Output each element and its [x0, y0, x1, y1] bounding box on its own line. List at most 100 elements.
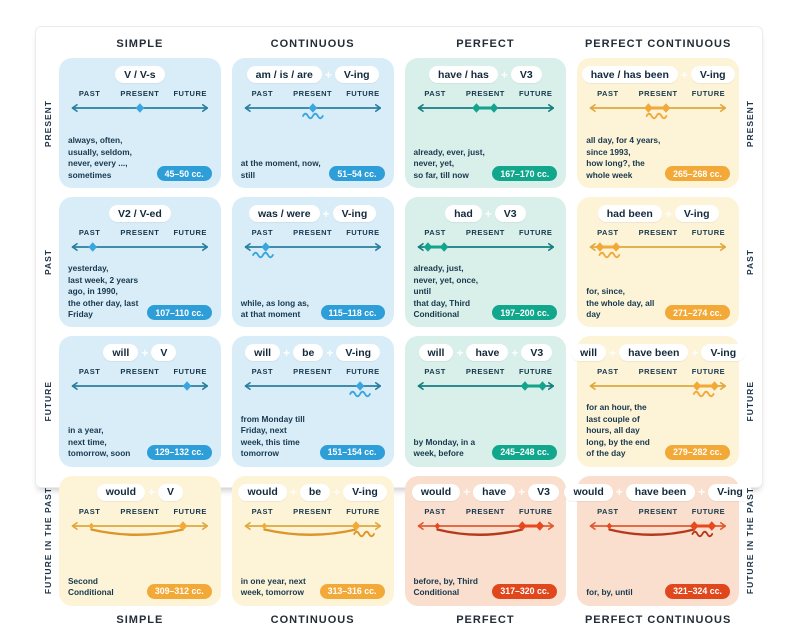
timeline-diagram — [244, 520, 381, 537]
formula: am / is / are + V-ing — [241, 66, 385, 83]
formula-pill: was / were — [249, 205, 320, 223]
timeline-diagram — [417, 520, 554, 536]
arrow-left-icon — [244, 382, 251, 391]
diamond-marker — [182, 381, 192, 392]
usage-examples: in one year, next week, tomorrow — [240, 575, 306, 598]
card-future-simple: will + V PAST PRESENT FUTURE in a year, next t… — [59, 336, 221, 467]
row-labels-left: PRESENT PAST FUTURE FUTURE IN THE PAST — [39, 58, 57, 606]
timeline-diagram — [589, 520, 727, 537]
formula-pill: would — [96, 483, 146, 501]
formula-pill: V3 — [528, 483, 559, 501]
row-label-right-present: PRESENT — [745, 99, 755, 147]
timeline-diagram — [417, 103, 554, 113]
formula-pill: will — [103, 344, 139, 362]
column-headers-top: SIMPLE CONTINUOUS PERFECT PERFECT CONTINUOU… — [59, 32, 739, 56]
diamond-marker — [471, 103, 481, 113]
plus-separator: + — [148, 485, 156, 500]
formula-pill: V — [151, 344, 177, 362]
card-footer: in a year, next time, tomorrow, soon 129–… — [68, 425, 212, 460]
arrow-left-icon — [71, 103, 78, 113]
timeline-label-present: PRESENT — [293, 506, 333, 516]
card-past-simple: V2 / V-ed PAST PRESENT FUTURE yesterday, las… — [59, 197, 221, 328]
formula-pill: V2 / V-ed — [108, 205, 171, 223]
arrow-left-icon — [71, 243, 78, 252]
formula: V / V-s — [68, 66, 212, 83]
plus-separator: + — [518, 485, 526, 500]
timeline-label-future: FUTURE — [691, 506, 726, 516]
card-footer: all day, for 4 years, since 1993, how lo… — [586, 135, 730, 182]
card-footer: Second Conditional 309–312 cc. — [68, 576, 212, 599]
plus-separator: + — [141, 345, 149, 360]
card-present-perfect-continuous: have / has been + V-ing PAST PRESENT FUTURE al… — [577, 58, 739, 189]
formula: had been + V-ing — [586, 205, 730, 223]
wavy-line — [598, 251, 621, 259]
usage-examples: already, just, never, yet, once, until t… — [413, 263, 479, 319]
wavy-line — [301, 112, 324, 120]
timeline-axis: PAST PRESENT FUTURE — [241, 507, 385, 517]
column-headers-bottom: SIMPLE CONTINUOUS PERFECT PERFECT CONTINUOU… — [59, 608, 739, 632]
usage-examples: by Monday, in a week, before — [413, 436, 476, 459]
formula-pill: have / has — [429, 66, 498, 83]
timeline-label-past: PAST — [424, 89, 446, 98]
timeline-diagram — [589, 242, 727, 259]
plus-separator: + — [324, 67, 332, 82]
timeline-label-past: PAST — [251, 228, 274, 238]
formula-pill: have — [466, 344, 509, 362]
timeline-diagram — [244, 242, 381, 259]
card-footer: for an hour, the last couple of hours, a… — [586, 402, 730, 460]
timeline-axis: PAST PRESENT FUTURE — [414, 89, 558, 99]
formula-pill: would — [411, 483, 461, 501]
diamond-marker — [612, 242, 621, 252]
column-header-top-perfect: PERFECT — [456, 38, 515, 50]
card-number-badge: 107–110 cc. — [147, 305, 212, 321]
card-number-badge: 309–312 cc. — [146, 583, 212, 599]
arrow-right-icon — [374, 382, 381, 391]
timeline-label-past: PAST — [597, 89, 619, 98]
plus-separator: + — [511, 345, 519, 360]
timeline-axis: PAST PRESENT FUTURE — [586, 89, 730, 99]
timeline-label-past: PAST — [251, 367, 274, 377]
arrow-left-icon — [589, 243, 596, 252]
plus-separator: + — [289, 485, 297, 500]
formula-pill: will — [571, 344, 607, 362]
formula: will + have been + V-ing — [571, 344, 746, 362]
formula: have / has been + V-ing — [581, 66, 735, 83]
card-number-badge: 129–132 cc. — [146, 444, 212, 460]
card-number-badge: 313–316 cc. — [319, 583, 385, 599]
timeline-label-present: PRESENT — [293, 367, 333, 377]
diamond-marker — [595, 242, 605, 252]
formula-pill: am / is / are — [246, 66, 322, 83]
formula-pill: V-ing — [332, 205, 377, 223]
diamond-marker — [88, 242, 98, 252]
diamond-marker — [644, 103, 654, 113]
plus-separator: + — [680, 67, 688, 82]
formula-pill: V-ing — [701, 344, 746, 362]
formula: will + V — [68, 344, 212, 362]
card-footer: before, by, Third Conditional 317–320 cc. — [414, 576, 558, 599]
formula: had + V3 — [414, 205, 558, 223]
usage-examples: yesterday, last week, 2 years ago, in 19… — [68, 263, 139, 319]
diamond-marker — [308, 103, 317, 113]
plus-separator: + — [615, 485, 623, 500]
timeline-axis: PAST PRESENT FUTURE — [68, 228, 212, 238]
diamond-marker — [439, 242, 448, 252]
arrow-right-icon — [547, 243, 554, 252]
formula: would + have been + V-ing — [564, 483, 752, 501]
row-label-right-future: FUTURE — [745, 381, 755, 422]
card-future-perfect-continuous: will + have been + V-ing PAST PRESENT FUTURE for… — [571, 336, 746, 467]
timeline-label-future: FUTURE — [518, 506, 553, 516]
timeline-label-future: FUTURE — [518, 367, 553, 377]
row-label-left-past: PAST — [43, 249, 53, 276]
timeline-label-present: PRESENT — [120, 506, 160, 516]
plus-separator: + — [333, 485, 341, 500]
card-footer: from Monday till Friday, next week, this… — [241, 414, 385, 460]
wavy-line — [693, 391, 715, 398]
timeline-label-future: FUTURE — [346, 89, 380, 98]
formula-pill: be — [293, 344, 324, 362]
formula-pill: had — [445, 205, 482, 223]
formula: will + be + V-ing — [241, 344, 385, 362]
formula-pill: will — [418, 344, 454, 362]
timeline-label-present: PRESENT — [293, 89, 333, 98]
timeline-label-future: FUTURE — [518, 89, 553, 98]
timeline-label-past: PAST — [251, 89, 274, 98]
